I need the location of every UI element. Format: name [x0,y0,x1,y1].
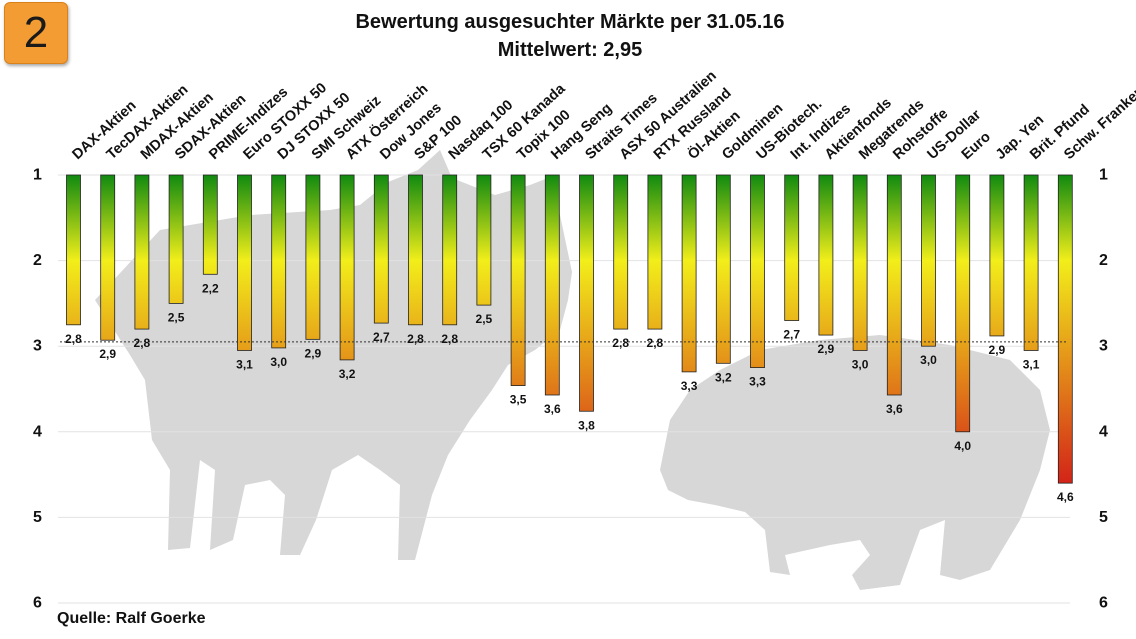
chart-subtitle: Mittelwert: 2,95 [497,39,643,61]
data-label: 2,8 [647,336,664,350]
bar [921,174,936,347]
bar [66,174,81,326]
bar [715,174,731,364]
y-tick-label: 2 [33,252,42,269]
bar [750,174,765,369]
data-label: 4,6 [1057,490,1074,504]
bar [613,174,629,330]
bar [955,174,971,433]
data-label: 3,3 [681,379,698,393]
y-tick-label: 4 [1099,423,1108,440]
source-note: Quelle: Ralf Goerke [57,610,206,627]
y-axis-left: 1 2 3 4 5 6 [33,167,42,612]
data-label: 2,9 [989,343,1006,357]
data-label: 3,1 [236,357,253,371]
bar [544,174,560,396]
data-label: 2,9 [818,342,835,356]
y-axis-right: 1 2 3 4 5 6 [1099,167,1108,612]
data-label: 3,6 [544,402,561,416]
data-label: 3,2 [715,370,732,384]
data-label: 4,0 [954,439,971,453]
y-tick-label: 5 [33,509,42,526]
bear-silhouette [660,335,1050,590]
bar [510,174,526,386]
data-label: 2,8 [612,336,629,350]
data-label: 3,8 [578,418,595,432]
y-tick-label: 6 [33,595,42,612]
bar [476,174,492,306]
category-labels: DAX-AktienTecDAX-AktienMDAX-AktienSDAX-A… [69,68,1136,163]
bar [373,174,389,324]
y-tick-label: 3 [1099,338,1108,355]
data-label: 3,5 [510,393,527,407]
bar [1057,174,1073,484]
bar [408,174,423,326]
bar [818,174,834,336]
chart-title: Bewertung ausgesuchter Märkte per 31.05.… [355,11,785,33]
data-label: 2,8 [407,332,424,346]
data-label: 2,8 [65,332,82,346]
bar [305,174,321,340]
y-tick-label: 1 [33,167,42,184]
data-label: 3,0 [920,353,937,367]
bar [784,174,800,321]
bar [202,174,218,275]
data-label: 2,9 [99,347,116,361]
data-label: 2,5 [168,310,185,324]
data-label: 3,3 [749,375,766,389]
bar [168,174,184,304]
y-tick-label: 2 [1099,252,1108,269]
bar [237,174,252,351]
data-label: 2,8 [134,336,151,350]
bar [1023,174,1039,351]
value-labels: 2,8 2,9 2,8 2,5 2,2 3,1 3,0 2,9 3,2 2,7 2,8 2,8 2,5 3… [65,281,1074,504]
data-label: 2,2 [202,281,219,295]
bars [66,174,1073,484]
bar [886,174,902,396]
data-label: 3,0 [852,357,869,371]
data-label: 2,7 [783,328,800,342]
bar [989,174,1005,337]
y-tick-label: 1 [1099,167,1108,184]
y-tick-label: 6 [1099,595,1108,612]
data-label: 3,2 [339,367,356,381]
bar [852,174,868,351]
bull-silhouette [95,150,572,560]
data-label: 2,8 [441,332,458,346]
bar [271,174,287,349]
y-tick-label: 3 [33,338,42,355]
bar [681,174,697,373]
data-label: 2,9 [305,346,322,360]
bar [100,174,116,341]
data-label: 2,5 [476,312,493,326]
y-tick-label: 4 [33,423,42,440]
data-label: 3,6 [886,402,903,416]
data-label: 2,7 [373,330,390,344]
data-label: 3,0 [270,355,287,369]
data-label: 3,1 [1023,357,1040,371]
bar [134,174,150,330]
bar [579,174,594,412]
bar [647,174,663,330]
y-tick-label: 5 [1099,509,1108,526]
bar [442,174,458,326]
bar [339,174,355,361]
slide-number-badge: 2 [4,2,68,64]
